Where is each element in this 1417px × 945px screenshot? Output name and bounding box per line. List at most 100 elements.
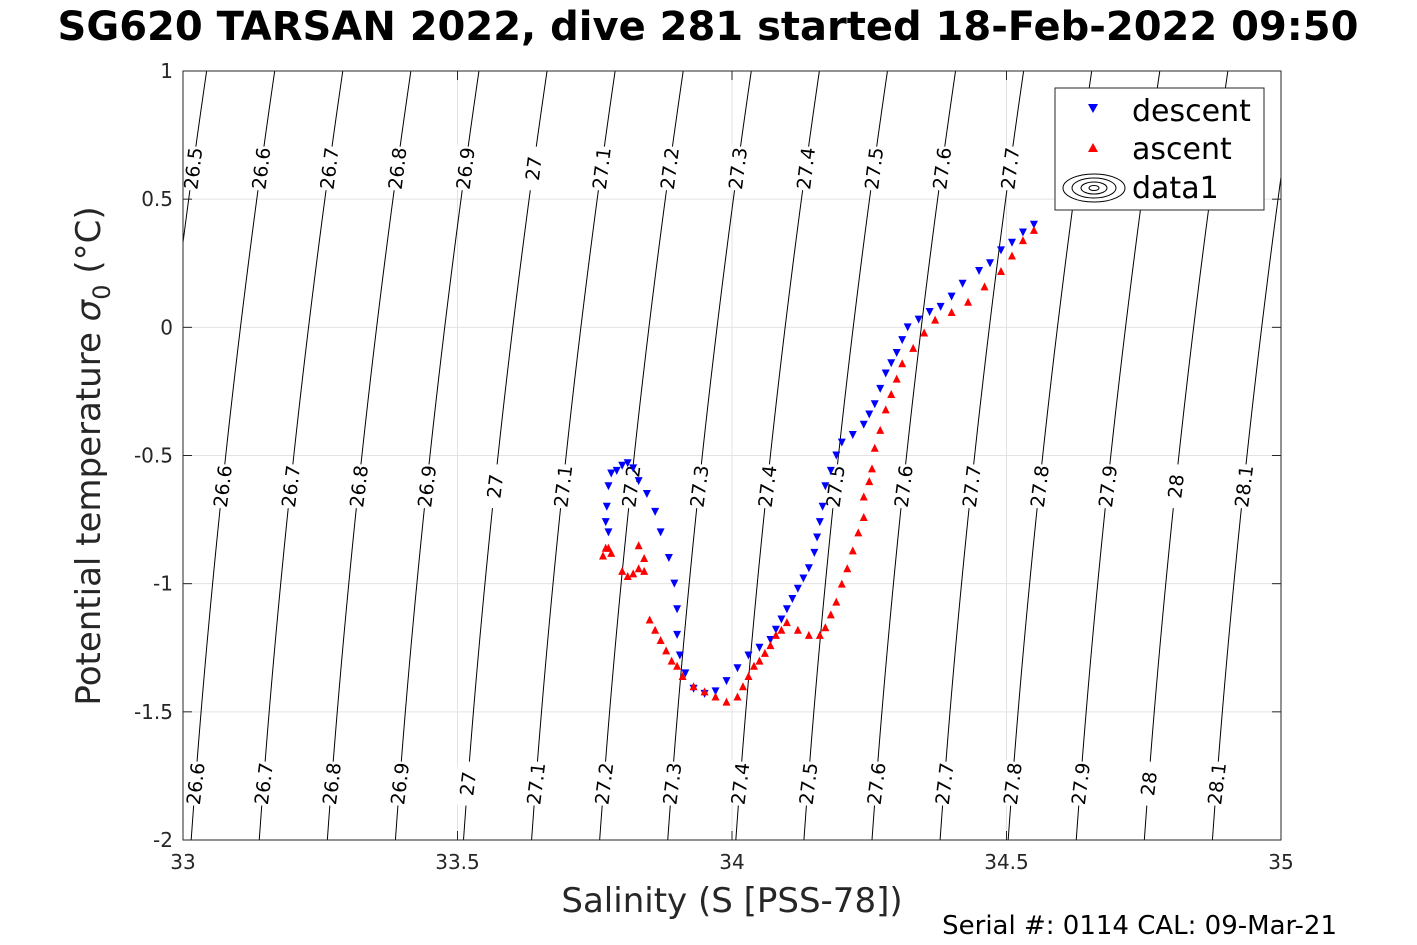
descent-point — [777, 615, 786, 624]
ascent-point — [843, 564, 852, 573]
isopycnal-label-bg — [722, 145, 753, 192]
ascent-point — [859, 513, 868, 522]
ascent-point — [634, 541, 643, 550]
isopycnal-label: 26.8 — [382, 145, 412, 192]
descent-point — [826, 466, 835, 475]
isopycnal-label: 27.7 — [956, 462, 986, 510]
ascent-point — [898, 359, 907, 368]
isopycnal-label-text: 27.1 — [589, 146, 616, 191]
isopycnal-label-bg — [1065, 760, 1096, 807]
isopycnal-label-text: 28.1 — [1204, 761, 1231, 806]
descent-point — [612, 466, 621, 475]
ascent-point — [640, 554, 649, 563]
ascent-point — [662, 646, 671, 655]
isopycnal-label-text: 26.8 — [319, 761, 346, 806]
isopycnal-line — [599, 71, 684, 840]
isopycnal-label-text: 26.5 — [180, 146, 207, 191]
isopycnal-label-bg — [412, 462, 442, 510]
descent-point — [810, 548, 819, 557]
descent-point — [673, 605, 682, 614]
legend-descent-label: descent — [1132, 94, 1251, 129]
isopycnal-line — [871, 71, 957, 840]
isopycnal-label: 26.9 — [412, 462, 442, 510]
descent-point — [755, 643, 764, 652]
ascent-point — [826, 610, 835, 619]
isopycnal-label-bg — [178, 145, 208, 192]
descent-point — [859, 420, 868, 429]
isopycnal-label-bg — [246, 145, 276, 192]
isopycnal-label: 26.7 — [275, 462, 306, 510]
descent-point — [881, 369, 890, 378]
descent-point — [623, 459, 632, 468]
isopycnal-label: 27.2 — [589, 760, 619, 807]
ascent-point — [771, 630, 780, 639]
descent-point — [1007, 238, 1016, 247]
isopycnal-label: 26.7 — [248, 760, 279, 807]
y-tick-label: -1.5 — [134, 700, 173, 724]
y-axis-label-symbol: σ — [69, 298, 109, 321]
ascent-point — [821, 623, 830, 632]
isopycnal-label-text: 26.8 — [346, 464, 373, 509]
descent-point — [673, 630, 682, 639]
isopycnal-label-text: 27.3 — [725, 146, 752, 191]
isopycnal-label: 27.5 — [859, 145, 889, 192]
ascent-point — [870, 443, 879, 452]
isopycnal-label-text: 26.8 — [385, 146, 412, 191]
isopycnal-label-bg — [616, 462, 646, 510]
ascent-point — [876, 425, 885, 434]
isopycnal-label: 27.3 — [684, 462, 714, 510]
ascent-point — [711, 692, 720, 701]
isopycnal-label: 27.2 — [654, 145, 685, 192]
isopycnal-label: 26.9 — [450, 145, 480, 192]
descent-point — [818, 502, 827, 511]
descent-point — [914, 315, 923, 324]
isopycnal-label-text: 27 — [483, 473, 508, 500]
descent-point — [925, 307, 934, 316]
isopycnal-label-text: 27.5 — [796, 761, 823, 806]
y-axis-label-subscript: 0 — [88, 284, 116, 299]
descent-point — [903, 323, 912, 332]
isopycnal-label: 27.8 — [1024, 462, 1055, 510]
descent-point — [618, 461, 627, 470]
y-tick-label: 1 — [160, 59, 173, 83]
isopycnal-label: 27.3 — [657, 760, 687, 807]
descent-point — [651, 507, 660, 516]
ascent-point — [892, 374, 901, 383]
isopycnal-label: 27.6 — [927, 145, 957, 192]
y-tick-label: -0.5 — [134, 444, 173, 468]
isopycnal-label: 27.7 — [929, 760, 959, 807]
descent-point — [887, 359, 896, 368]
isopycnal-label-text: 26.9 — [387, 761, 414, 806]
legend-descent-marker — [1088, 104, 1098, 113]
isopycnal-label: 27.6 — [861, 760, 891, 807]
isopycnal-label: 27.1 — [548, 462, 578, 510]
isopycnal-label-text: 28 — [1137, 770, 1162, 797]
y-axis-label-unit: (°C) — [69, 206, 109, 284]
descent-point — [711, 687, 720, 696]
isopycnal-label-bg — [1201, 760, 1232, 807]
descent-point — [634, 477, 643, 486]
isopycnal-label-text: 27.7 — [997, 146, 1024, 191]
descent-point — [947, 292, 956, 301]
x-tick-label: 33 — [170, 850, 195, 874]
isopycnal-label: 27.4 — [791, 145, 821, 192]
isopycnal-label-text: 26.9 — [453, 146, 480, 191]
isopycnal-label-text: 27.4 — [793, 146, 820, 191]
isopycnal-label: 27.7 — [995, 145, 1025, 192]
isopycnal-label-bg — [521, 760, 551, 807]
x-tick-label: 34.5 — [984, 850, 1029, 874]
isopycnal-label-bg — [997, 760, 1027, 807]
isopycnal-label: 26.5 — [178, 145, 208, 192]
ascent-point — [804, 630, 813, 639]
ascent-point — [854, 528, 863, 537]
isopycnal-label-bg — [1133, 760, 1164, 807]
descent-point — [936, 302, 945, 311]
ascent-point — [618, 566, 627, 575]
legend-data1-label: data1 — [1132, 171, 1219, 206]
isopycnal-label: 26.6 — [207, 462, 238, 510]
isopycnal-label-bg — [725, 760, 755, 807]
isopycnal-label: 26.6 — [180, 760, 210, 807]
x-axis-label: Salinity (S [PSS-78]) — [561, 881, 902, 921]
legend-ascent-label: ascent — [1132, 132, 1232, 167]
isopycnal-label-text: 27.7 — [959, 464, 986, 509]
